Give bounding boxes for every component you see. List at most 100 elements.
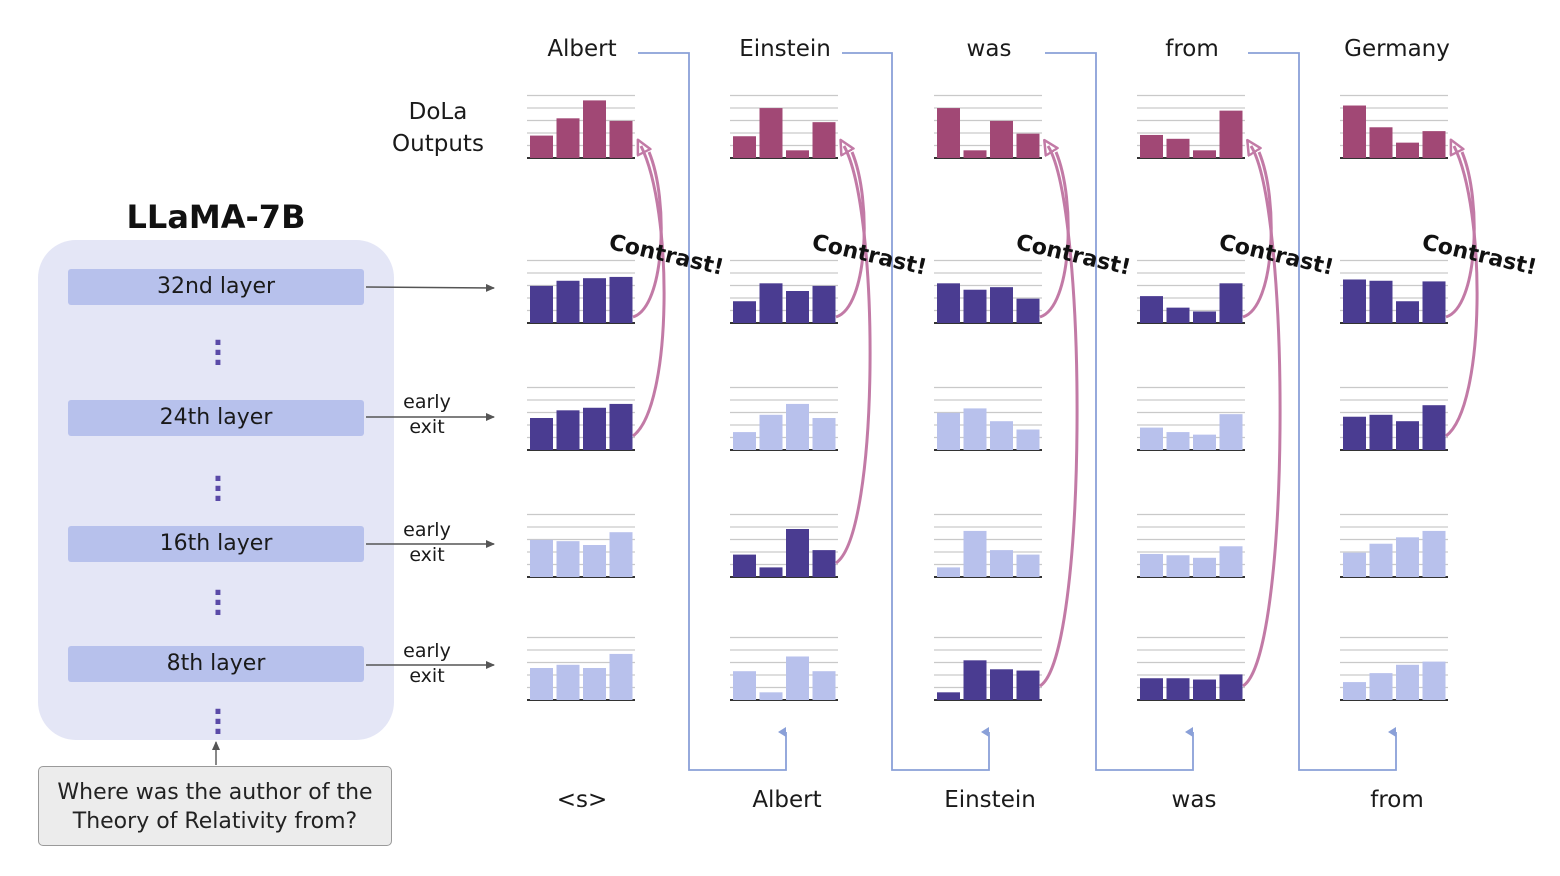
bar-was-layer32-2	[963, 289, 987, 323]
token-connector-3	[1045, 52, 1194, 771]
bar-germany-layer8-2	[1369, 673, 1393, 700]
token-connector-4	[1248, 52, 1397, 771]
bar-germany-layer8-3	[1396, 664, 1419, 700]
bar-einstein-layer32-3	[786, 291, 809, 323]
bar-albert-output-4	[609, 120, 633, 158]
bar-albert-layer16-3	[583, 545, 606, 577]
layer-box-24: 24th layer	[68, 400, 364, 436]
bar-einstein-output-3	[786, 150, 809, 158]
bar-from-layer16-1	[1140, 553, 1163, 577]
bar-from-output-2	[1166, 138, 1190, 158]
contrast-arrow-premature	[1242, 146, 1282, 688]
bar-albert-output-2	[556, 118, 580, 158]
input-token-4: was	[1171, 787, 1217, 813]
bar-from-layer8-4	[1219, 674, 1243, 700]
bar-germany-layer8-4	[1422, 661, 1446, 700]
bar-einstein-layer16-2	[759, 567, 783, 577]
question-line-1: Where was the author of the	[57, 780, 373, 805]
bar-was-layer8-2	[963, 660, 987, 700]
bar-germany-layer32-4	[1422, 281, 1446, 323]
bar-from-layer24-1	[1140, 427, 1163, 450]
contrast-arrow-mature	[1039, 151, 1070, 319]
ellipsis-3: · · ·	[212, 576, 224, 629]
exit-word: exit	[409, 416, 445, 438]
bar-was-layer32-1	[937, 283, 960, 323]
model-title: LLaMA-7B	[126, 198, 306, 236]
bar-from-output-3	[1193, 150, 1216, 158]
contrast-arrow-mature	[1445, 151, 1476, 319]
output-token-4: from	[1165, 36, 1219, 62]
contrast-arrow-premature	[1445, 146, 1479, 438]
dola-word: DoLa	[408, 99, 468, 125]
bars	[530, 100, 1446, 700]
ellipsis-4: · · ·	[212, 695, 224, 748]
bar-from-layer16-3	[1193, 557, 1216, 577]
bar-einstein-layer24-1	[733, 432, 756, 450]
bar-albert-layer8-1	[530, 668, 553, 700]
bar-was-layer32-4	[1016, 298, 1040, 323]
input-token-1: <s>	[556, 787, 608, 813]
bar-from-layer24-4	[1219, 414, 1243, 450]
bar-germany-layer24-4	[1422, 405, 1446, 450]
bar-from-layer32-2	[1166, 307, 1190, 323]
contrast-arrow-mature	[1242, 151, 1273, 319]
contrast-label: Contrast!	[1014, 230, 1133, 281]
bar-germany-layer16-1	[1343, 552, 1366, 577]
bar-einstein-layer24-3	[786, 403, 809, 450]
bar-was-layer24-2	[963, 408, 987, 450]
bar-albert-output-3	[583, 100, 606, 158]
bar-was-output-3	[990, 120, 1013, 158]
token-connector-1	[638, 52, 787, 771]
early-exit-label-24: early exit	[392, 390, 462, 440]
dola-outputs-label: DoLa Outputs	[380, 96, 496, 160]
bar-was-output-4	[1016, 133, 1040, 158]
contrast-arrow-mature	[632, 151, 663, 319]
exit-word: exit	[409, 665, 445, 687]
bar-germany-output-1	[1343, 105, 1366, 158]
bar-einstein-layer8-2	[759, 692, 783, 700]
bar-albert-layer32-3	[583, 278, 606, 323]
bar-germany-output-3	[1396, 142, 1419, 158]
bar-germany-layer32-1	[1343, 279, 1366, 323]
early-exit-word: early	[403, 519, 451, 541]
bar-germany-layer24-1	[1343, 416, 1366, 450]
bar-einstein-layer8-1	[733, 671, 756, 700]
bar-albert-layer32-4	[609, 276, 633, 323]
contrast-label: Contrast!	[1217, 230, 1336, 281]
contrast-arrow-premature	[632, 146, 666, 438]
outputs-word: Outputs	[392, 131, 484, 157]
output-token-2: Einstein	[739, 36, 831, 62]
bar-was-output-1	[937, 108, 960, 158]
bar-from-layer16-2	[1166, 555, 1190, 577]
bar-einstein-layer32-2	[759, 283, 783, 323]
grid-lines	[527, 94, 1448, 701]
layer-box-16: 16th layer	[68, 526, 364, 562]
bar-einstein-layer8-4	[812, 671, 836, 700]
bar-from-layer24-2	[1166, 432, 1190, 450]
bar-was-layer24-4	[1016, 429, 1040, 450]
bar-from-layer32-4	[1219, 283, 1243, 323]
bar-albert-layer32-2	[556, 280, 580, 323]
bar-einstein-layer24-2	[759, 414, 783, 450]
bar-albert-layer16-4	[609, 532, 633, 577]
bar-from-layer24-3	[1193, 434, 1216, 450]
contrast-arrows: Contrast! Contrast! Contrast! Contrast! Cont…	[607, 146, 1539, 688]
bar-germany-layer16-3	[1396, 537, 1419, 577]
bar-einstein-layer16-4	[812, 550, 836, 577]
contrast-label: Contrast!	[607, 230, 726, 281]
bar-was-output-2	[963, 150, 987, 158]
bar-from-layer8-1	[1140, 678, 1163, 700]
contrast-arrow-premature	[835, 146, 872, 565]
input-token-5: from	[1370, 787, 1424, 813]
output-token-3: was	[966, 36, 1012, 62]
early-exit-label-8: early exit	[392, 639, 462, 689]
contrast-label: Contrast!	[810, 230, 929, 281]
input-token-3: Einstein	[944, 787, 1036, 813]
bar-from-layer8-3	[1193, 679, 1216, 700]
layer-box-8: 8th layer	[68, 646, 364, 682]
bar-einstein-layer32-1	[733, 301, 756, 323]
bar-einstein-layer32-4	[812, 285, 836, 323]
bar-albert-output-1	[530, 135, 553, 158]
token-connector-2	[842, 52, 990, 771]
bar-germany-layer8-1	[1343, 682, 1366, 700]
